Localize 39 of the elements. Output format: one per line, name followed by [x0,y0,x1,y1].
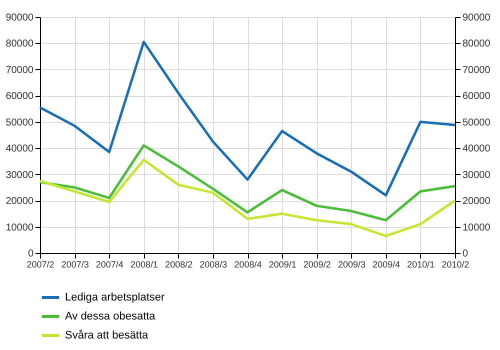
y-tick-label: 70000 [6,64,34,76]
line-series [38,158,456,238]
x-tick-label: 2010/2 [442,260,470,270]
y-tick-label: 40000 [6,144,34,155]
x-tick-label: 2007/3 [61,260,89,270]
legend-label: Av dessa obesatta [65,310,156,322]
x-tick-label: 2010/1 [407,260,435,270]
y-tick-label: 20000 [6,196,34,208]
y2-tick-label: 60000 [462,91,491,102]
y2-tick-label: 30000 [462,170,491,181]
y2-tick-label: 20000 [462,196,491,208]
y2-tick-label: 80000 [462,38,491,50]
x-tick-label: 2007/4 [96,260,124,270]
legend-label: Svåra att besätta [65,330,150,342]
legend-label: Lediga arbetsplatser [65,292,166,304]
y2-tick-label: 70000 [462,64,491,76]
y-tick-label: 50000 [6,117,34,128]
y2-tick-label: 10000 [462,222,491,234]
x-tick-label: 2009/1 [268,260,296,270]
y-tick-label: 80000 [6,38,34,50]
y-tick-label: 90000 [6,12,34,24]
x-tick-label: 2008/1 [130,260,158,270]
x-tick-label: 2009/3 [338,260,366,270]
x-tick-label: 2009/4 [372,260,400,270]
y2-tick-label: 0 [462,248,468,260]
x-tick-label: 2009/2 [303,260,331,270]
y-tick-label: 30000 [6,170,34,181]
x-tick-label: 2008/3 [200,260,228,270]
x-tick-label: 2007/2 [26,260,54,270]
y2-tick-label: 50000 [462,117,491,128]
line-series [38,40,456,197]
line-series [38,144,456,222]
x-tick-label: 2008/4 [234,260,262,270]
y2-tick-label: 90000 [462,12,491,24]
x-tick-label: 2008/2 [165,260,193,270]
y2-tick-label: 40000 [462,144,491,155]
y-tick-label: 0 [28,248,34,260]
y-tick-label: 10000 [6,222,34,234]
y-tick-label: 60000 [6,91,34,102]
